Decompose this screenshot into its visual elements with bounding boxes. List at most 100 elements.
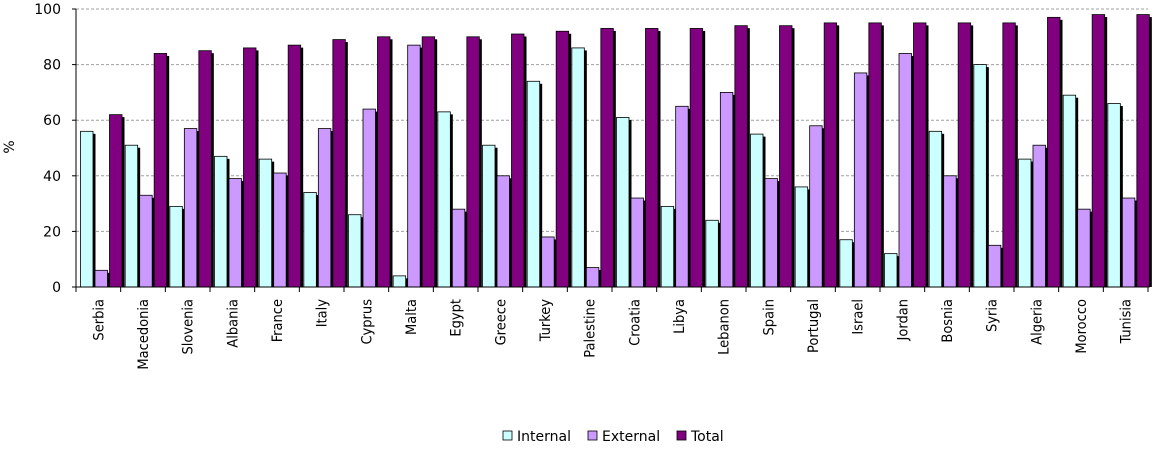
bar-shadow <box>1059 19 1063 288</box>
bar-internal-macedonia <box>124 144 139 288</box>
bar-shadow <box>241 181 244 287</box>
bar-shadow <box>1045 147 1048 287</box>
x-tick-label: Morocco <box>1074 299 1090 354</box>
bar-external-portugal <box>809 125 823 288</box>
bar-internal-spain <box>750 133 764 288</box>
bar-external-algeria <box>1032 144 1046 288</box>
bar-shadow <box>746 28 750 288</box>
bar-internal-libya <box>660 205 675 288</box>
bar-shadow <box>955 178 959 287</box>
x-tick-label: Libya <box>672 299 688 334</box>
bar-shadow <box>315 194 319 287</box>
bar-shadow <box>880 25 884 288</box>
bar-shadow <box>478 39 482 287</box>
bar-internal-algeria <box>1018 158 1032 288</box>
x-tick-label: Albania <box>225 299 241 348</box>
bar-shadow <box>941 133 945 287</box>
bar-shadow <box>121 117 125 287</box>
bar-internal-palestine <box>571 47 585 288</box>
bar-external-spain <box>764 178 778 288</box>
bar-shadow <box>821 128 825 287</box>
bar-shadow <box>985 67 989 287</box>
x-tick-label: Algeria <box>1029 299 1045 345</box>
bar-shadow <box>271 161 275 287</box>
bar-external-israel <box>853 72 868 288</box>
bar-shadow <box>375 111 378 287</box>
bar-shadow <box>181 208 185 287</box>
bar-total-morocco <box>1091 14 1106 288</box>
bar-shadow <box>1075 97 1079 288</box>
bar-shadow <box>553 239 557 287</box>
bar-total-spain <box>779 25 793 288</box>
bar-shadow <box>807 189 811 287</box>
bar-shadow <box>777 181 780 287</box>
bar-total-malta <box>421 36 436 288</box>
y-tick-labels: 0 20 40 60 80 100 <box>34 2 61 296</box>
bar-shadow <box>1000 247 1004 287</box>
bar-shadow <box>896 256 900 287</box>
bar-external-egypt <box>451 208 466 288</box>
bar-external-jordan <box>898 53 912 288</box>
bar-shadow <box>419 47 423 287</box>
x-tick-label: Egypt <box>449 299 465 337</box>
bars <box>80 14 1152 288</box>
bar-internal-lebanon <box>705 219 719 288</box>
bar-total-egypt <box>466 36 480 288</box>
bar-total-israel <box>868 22 882 288</box>
bar-shadow <box>1014 25 1018 288</box>
y-tick-label: 100 <box>34 2 61 18</box>
bar-shadow <box>1104 17 1108 288</box>
bar-total-tunisia <box>1136 14 1150 288</box>
x-tick-label: France <box>270 299 286 342</box>
bar-total-greece <box>511 33 525 288</box>
bar-shadow <box>92 133 96 287</box>
bar-external-france <box>273 172 287 288</box>
bar-internal-croatia <box>616 117 630 288</box>
bar-shadow <box>1148 17 1152 288</box>
x-tick-label: Palestine <box>583 299 599 358</box>
x-tick-label: Croatia <box>627 299 643 346</box>
bar-shadow <box>434 39 438 287</box>
x-tick-label: Syria <box>985 299 1001 332</box>
bar-total-slovenia <box>198 50 212 288</box>
bar-total-bosnia <box>957 22 972 288</box>
bar-shadow <box>612 30 616 288</box>
x-tick-label: Portugal <box>806 299 822 353</box>
x-tick-label: Italy <box>315 299 331 328</box>
bar-shadow <box>1089 211 1093 287</box>
bar-shadow <box>151 197 155 287</box>
bar-internal-tunisia <box>1107 103 1121 288</box>
bar-shadow <box>568 33 572 287</box>
x-tick-labels: Serbia Macedonia Slovenia Albania France Ital… <box>91 299 1134 370</box>
bar-internal-greece <box>482 144 496 288</box>
bar-shadow <box>673 208 677 287</box>
bar-external-macedonia <box>139 194 153 288</box>
bar-total-cyprus <box>377 36 391 288</box>
bar-shadow <box>598 270 602 287</box>
bar-shadow <box>687 108 691 287</box>
bar-shadow <box>1134 200 1138 287</box>
bar-total-macedonia <box>153 53 168 288</box>
bar-shadow <box>449 114 453 287</box>
legend: Internal External Total <box>502 429 724 445</box>
bar-shadow <box>107 272 110 287</box>
bar-external-greece <box>496 175 510 288</box>
legend-label-external: External <box>602 429 660 445</box>
bar-external-serbia <box>94 269 108 288</box>
bar-total-algeria <box>1047 16 1061 288</box>
legend-label-total: Total <box>690 429 724 445</box>
x-tick-label: Serbia <box>91 299 107 341</box>
x-tick-label: Spain <box>761 299 777 335</box>
bar-shadow <box>300 47 304 287</box>
bar-external-turkey <box>541 236 555 288</box>
y-tick-label: 60 <box>43 113 61 129</box>
bar-total-france <box>287 44 302 288</box>
bar-total-syria <box>1002 22 1016 288</box>
x-tick-label: Malta <box>404 299 420 335</box>
x-tick-label: Greece <box>493 299 509 345</box>
bar-total-palestine <box>600 28 614 288</box>
legend-swatch-total <box>676 430 687 441</box>
bar-external-italy <box>317 128 332 288</box>
bar-external-croatia <box>630 197 644 288</box>
y-axis-label: % <box>2 140 18 153</box>
